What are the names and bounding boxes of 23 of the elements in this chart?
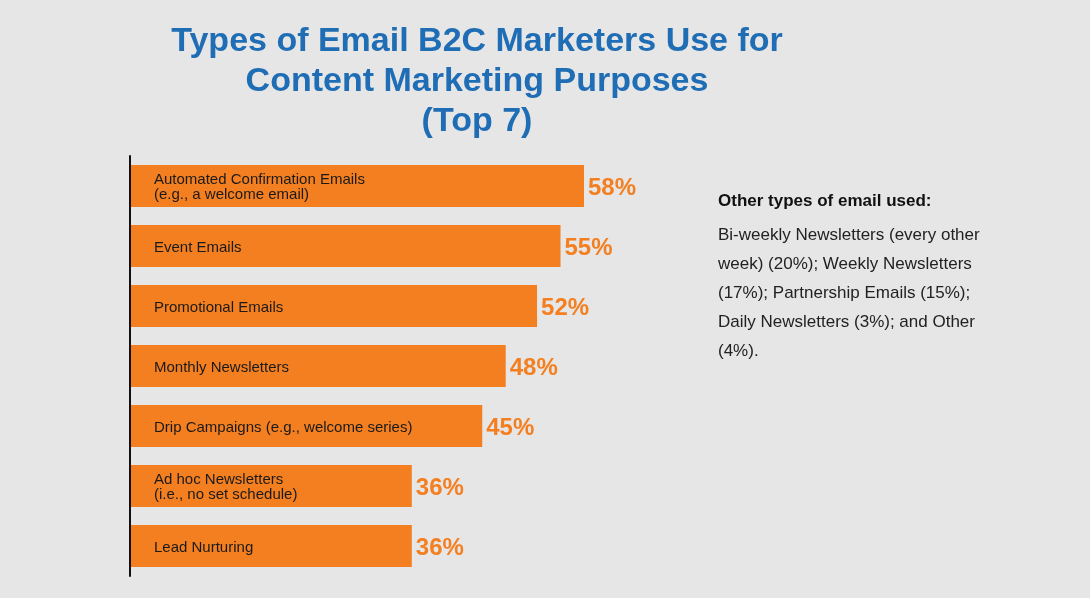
y-tick-label: Automated Confirmation Emails (e.g., a welcome email) bbox=[154, 170, 365, 202]
bar bbox=[130, 345, 506, 387]
y-tick-label: Lead Nurturing bbox=[154, 537, 254, 555]
data-label: 55% bbox=[564, 232, 613, 260]
bar bbox=[130, 525, 412, 567]
y-tick-label: Promotional Emails bbox=[154, 297, 284, 315]
data-label: 48% bbox=[509, 352, 558, 380]
data-label: 58% bbox=[588, 172, 637, 200]
chart-title: Types of Email B2C Marketers Use for Content Marketing Purposes (Top 7) bbox=[171, 20, 783, 138]
y-tick-label: Ad hoc Newsletters (i.e., no set schedule) bbox=[154, 470, 298, 502]
data-label: 52% bbox=[541, 292, 590, 320]
bar bbox=[130, 285, 538, 327]
y-tick-label: Drip Campaigns (e.g., welcome series) bbox=[154, 417, 413, 435]
data-label: 45% bbox=[486, 412, 535, 440]
data-label: 36% bbox=[415, 472, 464, 500]
y-tick-label: Event Emails bbox=[154, 237, 242, 255]
text: Other types of email used: bbox=[718, 191, 932, 210]
bar bbox=[130, 405, 483, 447]
bar bbox=[130, 165, 584, 207]
text: Bi-weekly Newsletters (every other week) (20%); Weekly Newsletters (17%); Partnership Emails (15%); Daily Newsletters (3%); and Other (4%). bbox=[717, 225, 985, 360]
y-tick-label: Monthly Newsletters bbox=[154, 357, 290, 375]
data-label: 36% bbox=[415, 532, 464, 560]
bar bbox=[130, 225, 561, 267]
